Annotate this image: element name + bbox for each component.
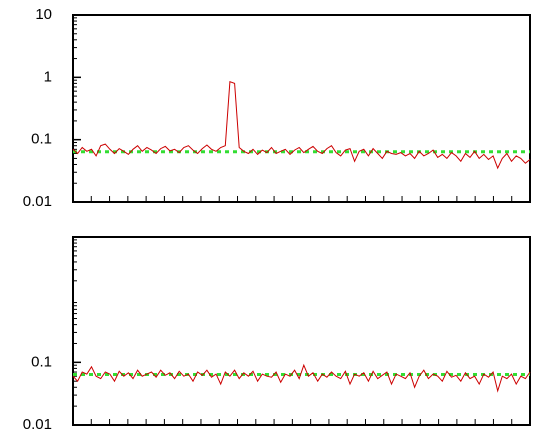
y-tick-label: 0.01 (23, 416, 52, 433)
y-tick-label: 10 (35, 6, 52, 23)
y-tick-label: 0.1 (31, 131, 52, 148)
y-tick-label: 1 (44, 68, 52, 85)
plot-frame (72, 236, 531, 426)
data-line (72, 363, 531, 393)
y-tick-label: 0.01 (23, 193, 52, 210)
y-tick-label: 0.1 (31, 353, 52, 370)
plot-frame (72, 14, 531, 203)
data-line (72, 81, 531, 170)
